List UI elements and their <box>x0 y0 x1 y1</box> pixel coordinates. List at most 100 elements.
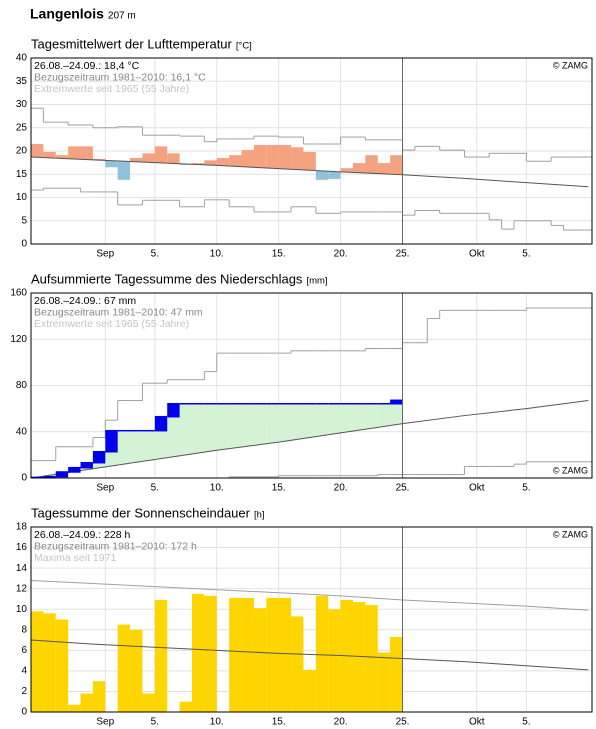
y-tick-label: 10 <box>16 604 28 615</box>
chart-title: Tagessumme der Sonnenscheindauer <box>31 505 251 520</box>
x-tick-label: 25. <box>396 717 410 728</box>
annotation: Bezugszeitraum 1981–2010: 47 mm <box>34 306 203 318</box>
anomaly-bar <box>365 155 378 174</box>
precip-step <box>130 429 143 432</box>
precip-step <box>352 403 366 405</box>
plot-area <box>31 527 592 712</box>
y-tick-label: 0 <box>21 473 27 484</box>
surplus-area <box>278 404 292 442</box>
annotation: Maxima seit 1971 <box>34 552 116 564</box>
anomaly-bar <box>80 146 93 160</box>
anomaly-bar <box>352 163 366 173</box>
x-tick-label: 5. <box>522 483 530 494</box>
anomaly-bar <box>105 160 118 168</box>
surplus-area <box>377 404 391 427</box>
x-tick-label: 15. <box>272 483 286 494</box>
bar <box>31 611 44 712</box>
surplus-area <box>315 404 329 436</box>
bar <box>92 681 106 712</box>
precip-step <box>167 403 180 418</box>
bar <box>253 608 267 712</box>
precip-step <box>191 403 205 405</box>
x-tick-label: Sep <box>96 717 114 728</box>
precip-step <box>154 415 168 432</box>
precip-step <box>105 429 118 453</box>
annotation: 26.08.–24.09.: 67 mm <box>34 295 136 307</box>
x-tick-label: 5. <box>151 249 159 260</box>
surplus-area <box>229 404 242 448</box>
anomaly-bar <box>229 155 242 167</box>
bar <box>142 693 155 712</box>
precip-step <box>92 450 106 464</box>
y-tick-label: 18 <box>16 522 28 533</box>
station-elevation: 207 m <box>108 11 136 22</box>
y-tick-label: 4 <box>21 666 27 677</box>
precip-step <box>266 403 279 405</box>
anomaly-bar <box>216 157 230 166</box>
surplus-area <box>191 404 205 454</box>
bar <box>130 629 143 712</box>
y-tick-label: 8 <box>21 624 27 635</box>
anomaly-bar <box>377 163 391 174</box>
y-tick-label: 25 <box>16 122 28 133</box>
bar <box>278 597 292 712</box>
x-tick-label: Okt <box>469 483 485 494</box>
precip-step <box>204 403 217 405</box>
station-name: Langenlois <box>30 6 104 22</box>
anomaly-bar <box>315 170 329 180</box>
x-tick-label: 10. <box>210 717 224 728</box>
x-tick-label: 20. <box>334 249 348 260</box>
anomaly-bar <box>43 151 56 158</box>
anomaly-bar <box>117 161 131 180</box>
bar <box>204 595 217 712</box>
y-tick-label: 2 <box>21 686 27 697</box>
anomaly-bar <box>253 144 267 168</box>
x-tick-label: 10. <box>210 483 224 494</box>
surplus-area <box>390 400 403 425</box>
precip-step <box>253 403 267 405</box>
precip-step <box>303 403 316 405</box>
x-tick-label: Sep <box>96 483 114 494</box>
annotation: 26.08.–24.09.: 228 h <box>34 529 130 541</box>
y-tick-label: 120 <box>10 334 27 345</box>
annotation: Bezugszeitraum 1981–2010: 16,1 °C <box>34 71 206 83</box>
chart-title: Aufsummierte Tagessumme des Niederschlag… <box>31 271 303 286</box>
annotation: Extremwerte seit 1965 (55 Jahre) <box>34 318 189 330</box>
anomaly-bar <box>204 160 217 166</box>
bar <box>241 597 254 712</box>
anomaly-bar <box>303 151 316 171</box>
x-tick-label: Sep <box>96 249 114 260</box>
bar <box>365 605 378 712</box>
annotation: Bezugszeitraum 1981–2010: 172 h <box>34 540 197 552</box>
bar <box>315 595 329 712</box>
bar <box>229 597 242 712</box>
bar <box>266 597 279 712</box>
surplus-area <box>303 404 316 438</box>
plot-border <box>30 292 593 479</box>
y-tick-label: 40 <box>16 426 28 437</box>
bar <box>191 593 205 712</box>
y-tick-label: 30 <box>16 99 28 110</box>
surplus-area <box>130 430 143 463</box>
bar <box>352 602 366 712</box>
normal-line <box>31 400 589 478</box>
y-tick-label: 160 <box>10 288 27 299</box>
precip-step <box>278 403 292 405</box>
anomaly-bar <box>340 168 353 173</box>
surplus-area <box>216 404 230 450</box>
y-tick-label: 15 <box>16 169 28 180</box>
precip-step <box>55 471 69 478</box>
x-tick-label: 20. <box>334 717 348 728</box>
surplus-area <box>340 404 353 432</box>
anomaly-bar <box>142 153 155 163</box>
y-tick-label: 0 <box>21 239 27 250</box>
bar <box>328 609 341 712</box>
bar <box>377 652 391 712</box>
y-tick-label: 35 <box>16 76 28 87</box>
bar <box>291 616 304 712</box>
anomaly-bar <box>154 146 168 163</box>
y-tick-label: 14 <box>16 563 28 574</box>
y-tick-label: 5 <box>21 215 27 226</box>
plot-border <box>30 57 593 245</box>
